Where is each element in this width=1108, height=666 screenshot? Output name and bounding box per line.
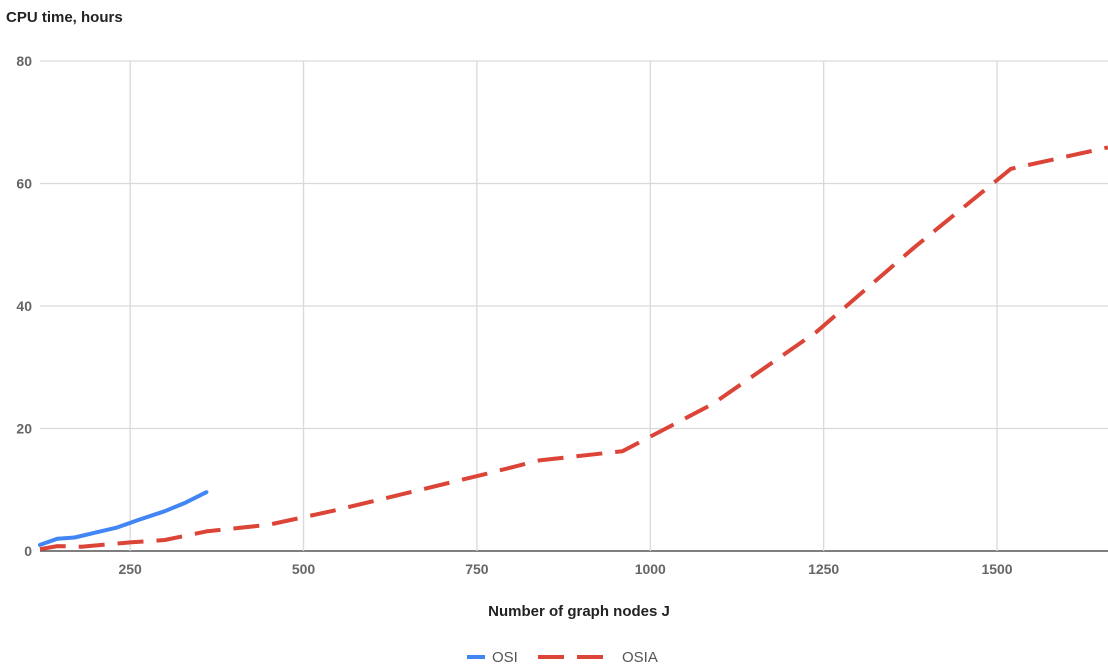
- x-tick-label: 1500: [981, 561, 1012, 577]
- tick-labels: 0 20 40 60 80 250 500 750 1000 1250 1500: [16, 53, 1012, 577]
- series-layer: [38, 145, 1108, 552]
- y-tick-label: 40: [16, 298, 32, 314]
- x-tick-label: 1250: [808, 561, 839, 577]
- y-tick-label: 80: [16, 53, 32, 69]
- series-line-osi: [38, 490, 209, 547]
- x-tick-label: 750: [465, 561, 489, 577]
- y-tick-label: 0: [24, 543, 32, 559]
- x-tick-label: 500: [292, 561, 316, 577]
- x-tick-label: 1000: [635, 561, 666, 577]
- series-line-osia: [39, 145, 1108, 552]
- y-tick-label: 60: [16, 176, 32, 192]
- x-axis-title: Number of graph nodes J: [488, 603, 670, 620]
- y-tick-label: 20: [16, 421, 32, 437]
- legend: OSI OSIA: [467, 649, 658, 666]
- x-tick-label: 250: [118, 561, 142, 577]
- legend-label-osi: OSI: [492, 649, 518, 666]
- legend-label-osia: OSIA: [622, 649, 658, 666]
- y-axis-title: CPU time, hours: [6, 9, 123, 26]
- grid: [40, 60, 1108, 552]
